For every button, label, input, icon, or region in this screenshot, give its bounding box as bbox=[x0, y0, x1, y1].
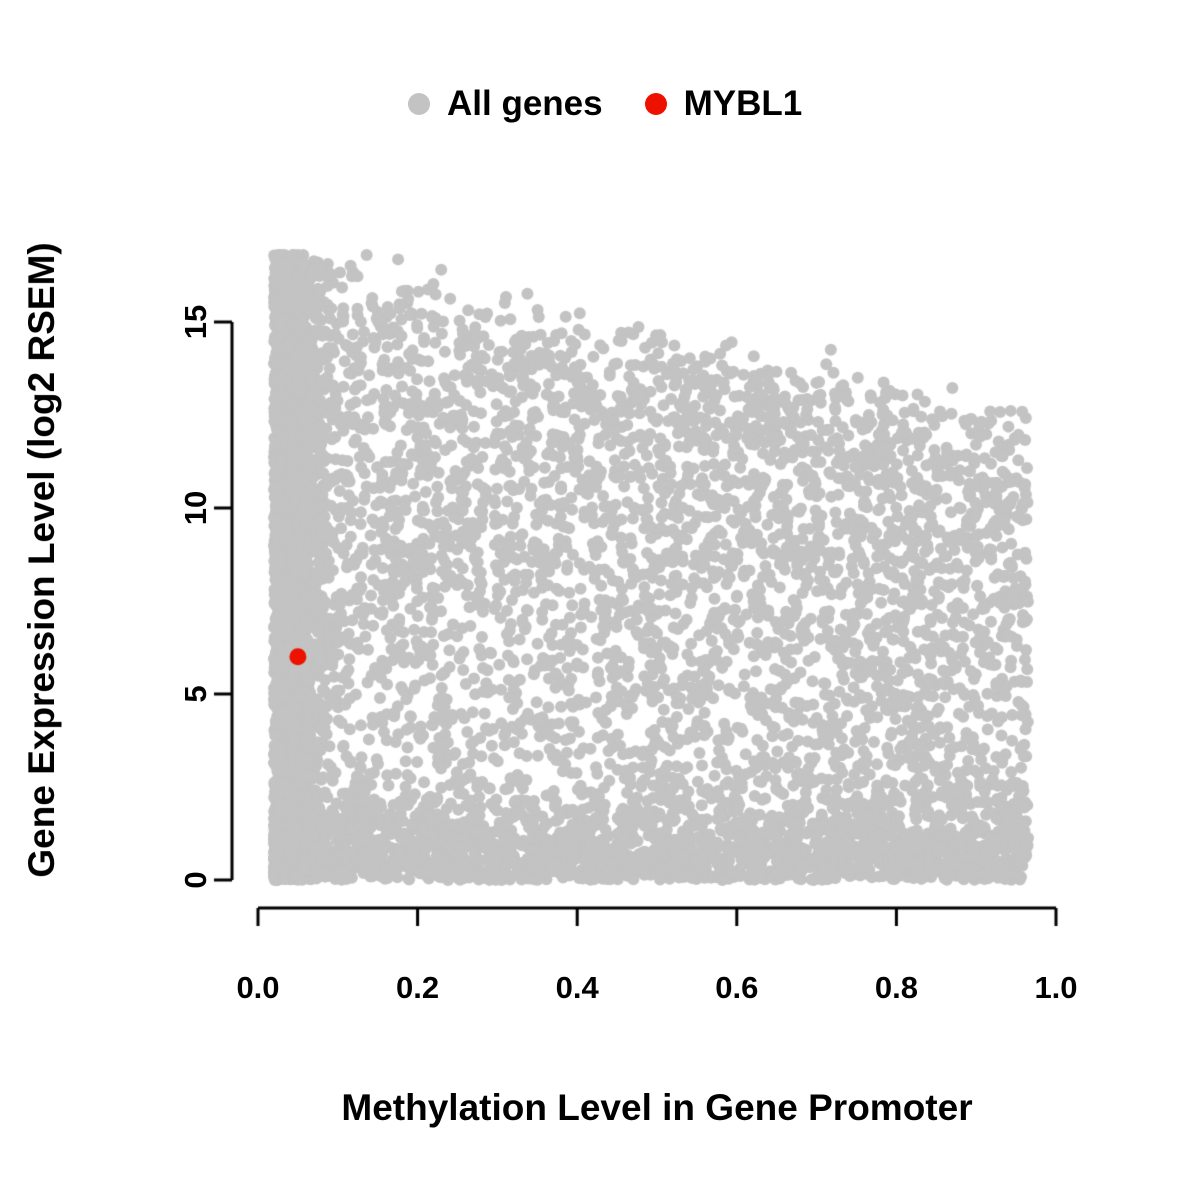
legend: All genes MYBL1 bbox=[408, 86, 802, 121]
legend-label-mybl1: MYBL1 bbox=[683, 84, 803, 123]
y-tick-label: 15 bbox=[178, 304, 213, 340]
mybl1-dot-icon bbox=[644, 92, 667, 115]
x-tick-label: 0.4 bbox=[555, 970, 599, 1005]
legend-label-all-genes: All genes bbox=[447, 84, 603, 123]
y-tick-label: 0 bbox=[178, 871, 213, 889]
x-tick-label: 0.2 bbox=[396, 970, 440, 1005]
x-tick-label: 0.8 bbox=[874, 970, 918, 1005]
y-axis-title: Gene Expression Level (log2 RSEM) bbox=[21, 242, 62, 878]
y-tick-label: 10 bbox=[178, 490, 213, 526]
legend-item-all-genes: All genes bbox=[408, 86, 603, 121]
x-tick-label: 0.0 bbox=[236, 970, 280, 1005]
x-tick-label: 1.0 bbox=[1034, 970, 1078, 1005]
x-tick-label: 0.6 bbox=[715, 970, 759, 1005]
x-axis-title: Methylation Level in Gene Promoter bbox=[341, 1087, 973, 1128]
legend-item-mybl1: MYBL1 bbox=[644, 84, 803, 123]
all-genes-dot-icon bbox=[408, 92, 430, 115]
y-tick-label: 5 bbox=[178, 685, 213, 703]
